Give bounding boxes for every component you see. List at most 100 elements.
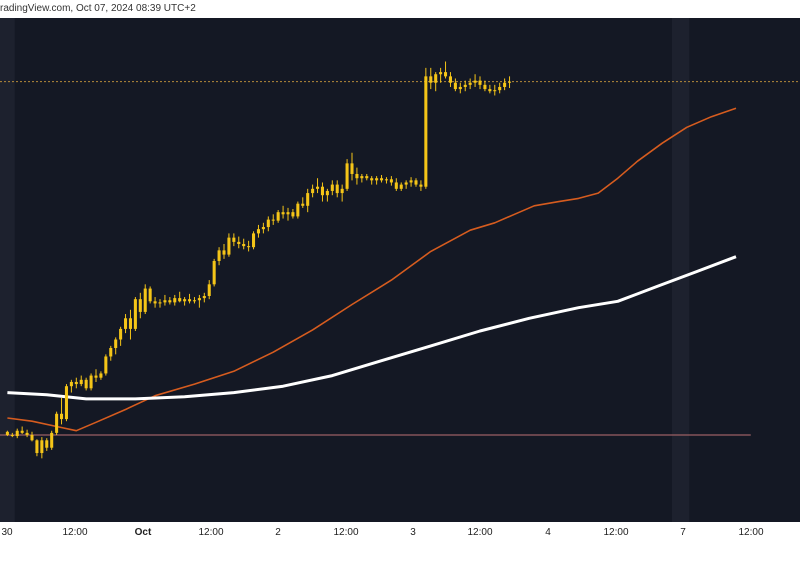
candle-54 [271,214,275,225]
candle-30 [153,297,157,308]
candle-7 [40,437,44,459]
candle-40 [202,292,206,303]
candle-24 [124,314,128,334]
x-axis: 30 12:00 Oct 12:00 2 12:00 3 12:00 4 12:00 7 12:00 [1,527,764,538]
candle-66 [330,180,334,196]
candle-63 [316,178,320,194]
candle-42 [212,258,216,287]
candle-33 [168,297,172,305]
candle-59 [296,201,300,219]
candle-85 [424,67,428,189]
candle-89 [444,61,448,79]
candle-68 [340,184,344,202]
candle-21 [109,345,113,361]
x-tick-label: Oct [135,527,152,538]
candle-52 [261,222,265,234]
candle-10 [55,411,59,435]
candle-61 [306,188,310,213]
candle-50 [252,231,256,250]
candle-56 [281,205,285,219]
candle-81 [404,180,408,189]
candle-51 [256,224,260,238]
candle-26 [133,297,137,332]
candle-84 [419,180,423,191]
candle-43 [217,247,221,266]
x-tick-label: 7 [680,527,686,538]
x-tick-label: 3 [410,527,416,538]
candle-55 [276,210,280,223]
ema-line-1 [7,255,737,401]
candle-75 [375,176,379,185]
candle-67 [335,180,339,198]
candle-87 [434,72,438,92]
session-band-0 [0,18,15,522]
candle-44 [222,244,226,259]
session-bands [0,18,690,522]
candle-76 [380,175,384,183]
candle-29 [148,286,152,304]
candle-79 [394,178,398,191]
candle-9 [50,430,54,450]
candle-93 [463,80,467,92]
candle-71 [355,167,359,185]
chart-background [0,18,800,540]
candle-64 [320,182,324,202]
x-tick-label: 12:00 [467,527,492,538]
candle-28 [143,284,147,315]
x-tick-label: 12:00 [198,527,223,538]
candle-94 [468,78,472,90]
candle-74 [370,176,374,185]
candle-45 [227,233,231,257]
moving-average-lines [7,107,737,432]
candle-47 [237,236,241,249]
candle-1 [10,432,14,438]
candle-77 [384,177,388,184]
x-tick-label: 12:00 [333,527,358,538]
candle-46 [232,233,236,247]
candle-86 [429,67,433,90]
candle-83 [414,178,418,187]
x-tick-label: 2 [275,527,281,538]
candle-4 [25,429,29,438]
candle-2 [15,428,19,439]
candle-92 [458,82,462,94]
candle-27 [138,292,142,319]
candle-6 [35,439,39,457]
candle-37 [188,293,192,304]
candle-60 [301,197,305,208]
candle-53 [266,216,270,232]
candle-23 [119,326,123,346]
candle-91 [453,78,457,92]
horizontal-levels [0,81,800,436]
candle-72 [360,173,364,183]
x-axis-strip [0,522,800,566]
candle-14 [74,377,78,389]
candle-31 [158,299,162,308]
candle-20 [104,354,108,376]
candle-99 [493,84,497,96]
candle-17 [89,373,93,391]
candle-97 [483,80,487,92]
candle-62 [311,184,315,198]
candle-49 [247,240,251,252]
candle-39 [197,294,201,308]
tradingview-watermark: radingView.com, Oct 07, 2024 08:39 UTC+2 [0,3,196,14]
candle-78 [389,176,393,186]
candle-70 [350,152,354,181]
candle-19 [99,371,103,380]
candle-34 [173,294,177,306]
candle-90 [448,72,452,87]
x-tick-label: 4 [545,527,551,538]
candle-69 [345,159,349,191]
candlestick-series [5,61,512,459]
x-tick-label: 12:00 [603,527,628,538]
candle-88 [439,67,443,83]
candle-0 [5,430,9,437]
candle-41 [207,280,211,300]
candle-3 [20,426,24,434]
candle-80 [399,182,403,191]
candle-8 [45,438,49,451]
candle-65 [325,188,329,202]
candle-38 [192,297,196,304]
